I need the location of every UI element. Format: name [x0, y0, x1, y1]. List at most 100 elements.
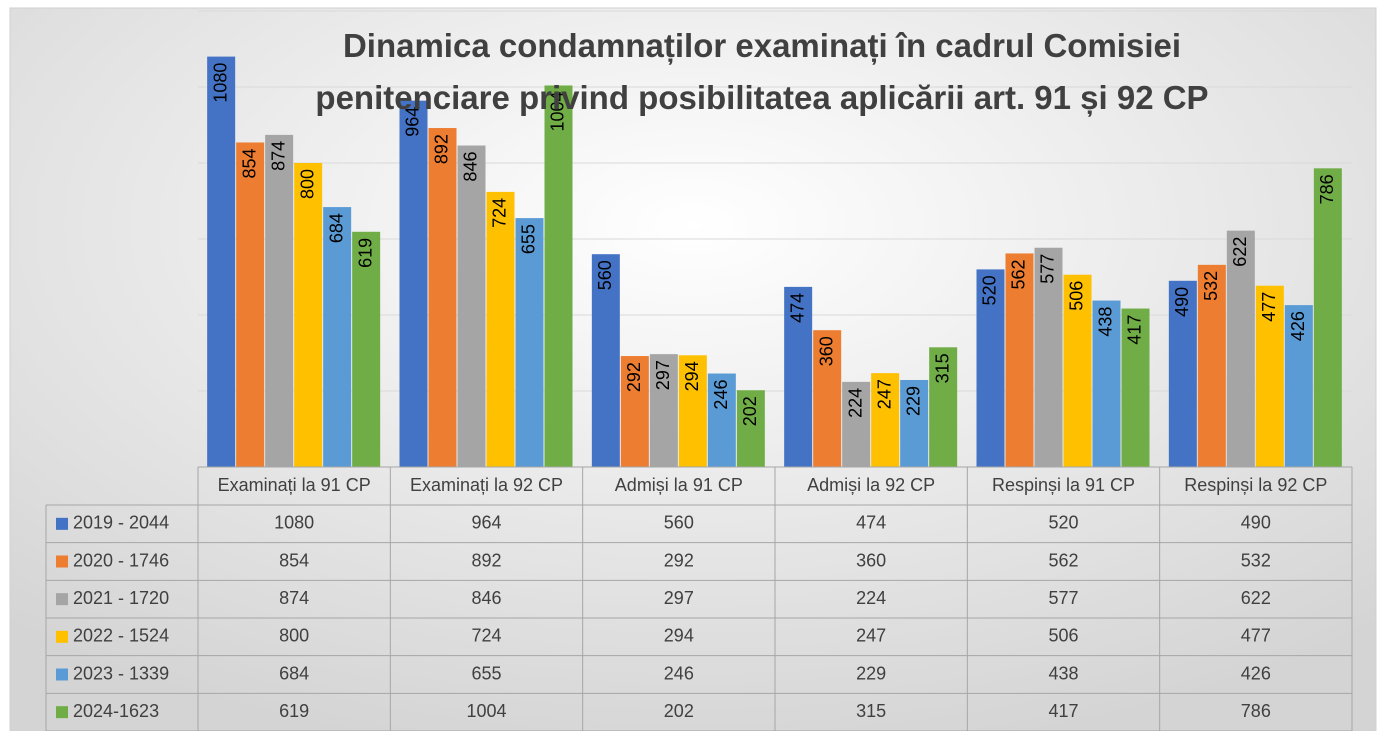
bar: [1121, 308, 1150, 467]
legend-label: 2020 - 1746: [73, 550, 169, 570]
data-label: 438: [1096, 307, 1116, 337]
bar: [900, 379, 929, 467]
data-label: 247: [874, 379, 894, 409]
data-label: 246: [711, 380, 731, 410]
bar: [1313, 168, 1342, 467]
bar: [678, 355, 707, 467]
bar: [649, 354, 678, 467]
data-label: 490: [1172, 287, 1192, 317]
table-cell: 229: [856, 663, 886, 683]
table-cell: 477: [1241, 626, 1271, 646]
bar: [236, 142, 265, 468]
table-cell: 622: [1241, 588, 1271, 608]
table-cell: 294: [664, 626, 694, 646]
bar: [1063, 274, 1092, 467]
data-label: 1080: [210, 63, 230, 103]
data-label: 854: [239, 148, 259, 178]
bar: [976, 269, 1005, 467]
table-cell: 224: [856, 588, 886, 608]
legend-swatch: [56, 630, 68, 643]
data-label: 417: [1125, 315, 1145, 345]
table-cell: 506: [1048, 626, 1078, 646]
bar: [457, 145, 486, 467]
data-label: 474: [787, 293, 807, 323]
bar: [1005, 253, 1034, 467]
data-label: 874: [268, 141, 288, 171]
legend-swatch: [56, 517, 68, 530]
bar: [399, 100, 428, 468]
data-label: 292: [624, 362, 644, 392]
bar: [929, 347, 958, 467]
data-label: 532: [1201, 271, 1221, 301]
data-label: 360: [816, 336, 836, 366]
bar: [620, 356, 649, 467]
legend-label: 2023 - 1339: [73, 663, 169, 683]
table-cell: 292: [664, 550, 694, 570]
bar: [591, 254, 620, 467]
table-cell: 247: [856, 626, 886, 646]
table-cell: 360: [856, 550, 886, 570]
legend-swatch: [56, 668, 68, 681]
bar: [428, 128, 457, 468]
bar: [486, 191, 515, 467]
data-label: 202: [740, 396, 760, 426]
x-tick-label: Respinși la 91 CP: [992, 475, 1135, 495]
data-label: 964: [403, 107, 423, 137]
data-label: 684: [326, 213, 346, 243]
x-tick-label: Examinați la 91 CP: [218, 475, 371, 495]
table-cell: 490: [1241, 513, 1271, 533]
bar: [813, 330, 842, 467]
table-cell: 1004: [466, 701, 506, 721]
bar: [294, 163, 323, 467]
data-label: 477: [1259, 292, 1279, 322]
table-cell: 474: [856, 513, 886, 533]
bar: [1255, 285, 1284, 467]
bar: [1168, 280, 1197, 467]
data-label: 622: [1230, 237, 1250, 267]
bar: [1226, 230, 1255, 467]
data-label: 224: [845, 388, 865, 418]
bar: [515, 218, 544, 467]
x-tick-label: Admiși la 92 CP: [807, 475, 935, 495]
x-tick-label: Examinați la 92 CP: [410, 475, 563, 495]
data-label: 560: [595, 260, 615, 290]
bar: [352, 231, 381, 467]
bar: [871, 373, 900, 467]
table-cell: 655: [471, 663, 501, 683]
table-cell: 562: [1048, 550, 1078, 570]
table-cell: 846: [471, 588, 501, 608]
bar: [842, 381, 871, 467]
table-cell: 892: [471, 550, 501, 570]
data-label: 315: [932, 353, 952, 383]
bar: [1034, 247, 1063, 467]
table-cell: 560: [664, 513, 694, 533]
data-label: 297: [653, 360, 673, 390]
legend-label: 2022 - 1524: [73, 626, 169, 646]
data-label: 724: [490, 198, 510, 228]
bar: [1284, 305, 1313, 467]
data-label: 846: [461, 152, 481, 182]
data-label: 506: [1067, 281, 1087, 311]
table-cell: 426: [1241, 663, 1271, 683]
data-label: 1004: [548, 91, 568, 131]
table-cell: 520: [1048, 513, 1078, 533]
legend-label: 2019 - 2044: [73, 513, 169, 533]
table-cell: 1080: [274, 513, 314, 533]
data-label: 892: [432, 134, 452, 164]
data-label: 520: [980, 275, 1000, 305]
bar: [323, 207, 352, 467]
table-cell: 202: [664, 701, 694, 721]
legend-swatch: [56, 706, 68, 719]
table-cell: 724: [471, 626, 501, 646]
bar: [544, 85, 573, 467]
table-cell: 786: [1241, 701, 1271, 721]
bar: [265, 134, 294, 467]
legend-label: 2024-1623: [73, 701, 159, 721]
x-tick-label: Respinși la 92 CP: [1184, 475, 1327, 495]
data-label: 562: [1009, 259, 1029, 289]
table-cell: 297: [664, 588, 694, 608]
legend-swatch: [56, 593, 68, 606]
data-label: 655: [519, 224, 539, 254]
table-cell: 246: [664, 663, 694, 683]
table-cell: 315: [856, 701, 886, 721]
